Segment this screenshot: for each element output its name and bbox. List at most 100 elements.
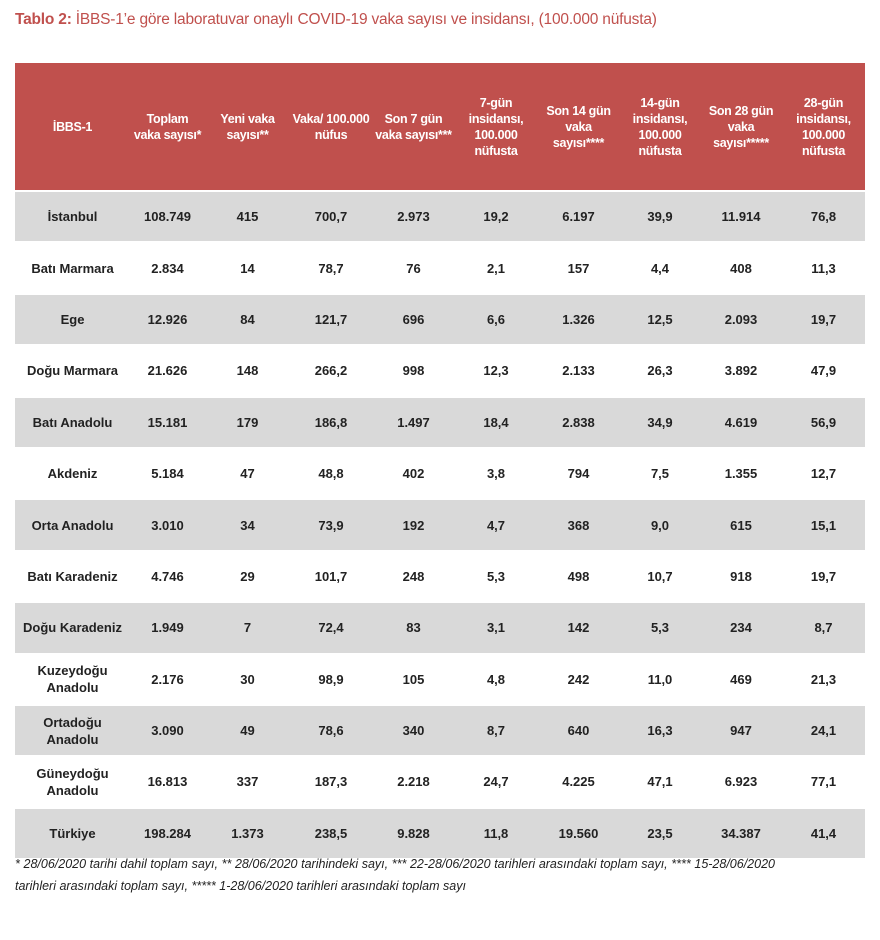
table-row: Batı Karadeniz 4.746 29 101,7 248 5,3 498 10,7 9… (15, 549, 865, 603)
value-cell: 408 (700, 241, 782, 294)
value-cell: 186,8 (290, 395, 372, 448)
value-cell: 24,1 (782, 703, 865, 757)
value-cell: 6.197 (537, 189, 620, 243)
column-header: Son 7 gün vaka sayısı*** (372, 63, 455, 191)
value-cell: 7,5 (620, 446, 700, 500)
value-cell: 76,8 (782, 189, 865, 243)
value-cell: 234 (700, 601, 782, 654)
value-cell: 9.828 (372, 806, 455, 859)
value-cell: 9,0 (620, 498, 700, 551)
table-title: Tablo 2: İBBS-1’e göre laboratuvar onayl… (15, 11, 657, 29)
value-cell: 3.010 (130, 498, 205, 551)
value-cell: 16.813 (130, 755, 205, 808)
value-cell: 2.973 (372, 189, 455, 243)
value-cell: 76 (372, 241, 455, 294)
value-cell: 12,7 (782, 446, 865, 500)
value-cell: 4,4 (620, 241, 700, 294)
value-cell: 11.914 (700, 189, 782, 243)
value-cell: 918 (700, 549, 782, 603)
region-cell: Akdeniz (15, 446, 130, 500)
value-cell: 2.838 (537, 395, 620, 448)
value-cell: 30 (205, 652, 290, 705)
table-row: Batı Anadolu 15.181 179 186,8 1.497 18,4 2.838… (15, 395, 865, 448)
region-cell: Orta Anadolu (15, 498, 130, 551)
value-cell: 368 (537, 498, 620, 551)
value-cell: 47 (205, 446, 290, 500)
column-header: 28-gün insidansı, 100.000 nüfusta (782, 63, 865, 191)
region-cell: Doğu Marmara (15, 344, 130, 397)
value-cell: 1.373 (205, 806, 290, 859)
value-cell: 238,5 (290, 806, 372, 859)
value-cell: 1.949 (130, 601, 205, 654)
value-cell: 47,1 (620, 755, 700, 808)
value-cell: 615 (700, 498, 782, 551)
value-cell: 19,2 (455, 189, 537, 243)
region-cell: Batı Karadeniz (15, 549, 130, 603)
value-cell: 73,9 (290, 498, 372, 551)
column-header: Vaka/ 100.000 nüfus (290, 63, 372, 191)
value-cell: 1.497 (372, 395, 455, 448)
value-cell: 640 (537, 703, 620, 757)
value-cell: 12,5 (620, 292, 700, 346)
value-cell: 2.093 (700, 292, 782, 346)
value-cell: 4,8 (455, 652, 537, 705)
value-cell: 48,8 (290, 446, 372, 500)
value-cell: 72,4 (290, 601, 372, 654)
value-cell: 78,7 (290, 241, 372, 294)
value-cell: 98,9 (290, 652, 372, 705)
value-cell: 77,1 (782, 755, 865, 808)
value-cell: 2.834 (130, 241, 205, 294)
value-cell: 34,9 (620, 395, 700, 448)
value-cell: 4.619 (700, 395, 782, 448)
region-cell: Doğu Karadeniz (15, 601, 130, 654)
value-cell: 101,7 (290, 549, 372, 603)
value-cell: 8,7 (455, 703, 537, 757)
value-cell: 3,1 (455, 601, 537, 654)
table-row: Güneydoğu Anadolu 16.813 337 187,3 2.218 24,7… (15, 755, 865, 808)
value-cell: 2.218 (372, 755, 455, 808)
value-cell: 105 (372, 652, 455, 705)
value-cell: 11,3 (782, 241, 865, 294)
column-header: 7-gün insidansı, 100.000 nüfusta (455, 63, 537, 191)
value-cell: 84 (205, 292, 290, 346)
value-cell: 192 (372, 498, 455, 551)
region-cell: Ortadoğu Anadolu (15, 703, 130, 757)
value-cell: 47,9 (782, 344, 865, 397)
region-cell: Kuzeydoğu Anadolu (15, 652, 130, 705)
table-row: Ege 12.926 84 121,7 696 6,6 1.326 12,5 2.093 19,7 (15, 292, 865, 346)
footnote: * 28/06/2020 tarihi dahil toplam sayı, *… (15, 857, 775, 893)
value-cell: 56,9 (782, 395, 865, 448)
region-cell: Türkiye (15, 806, 130, 859)
value-cell: 5.184 (130, 446, 205, 500)
value-cell: 794 (537, 446, 620, 500)
value-cell: 3,8 (455, 446, 537, 500)
column-header: Son 14 gün vaka sayısı**** (537, 63, 620, 191)
value-cell: 15,1 (782, 498, 865, 551)
region-cell: İstanbul (15, 189, 130, 243)
table-row: Doğu Marmara 21.626 148 266,2 998 12,3 2.133 26… (15, 344, 865, 397)
value-cell: 402 (372, 446, 455, 500)
region-cell: Ege (15, 292, 130, 346)
value-cell: 2.176 (130, 652, 205, 705)
value-cell: 198.284 (130, 806, 205, 859)
value-cell: 19,7 (782, 292, 865, 346)
header-row: İBBS-1 Toplam vaka sayısı* Yeni vaka sayıs… (15, 63, 865, 191)
table-row: Türkiye 198.284 1.373 238,5 9.828 11,8 19.560 2… (15, 806, 865, 859)
value-cell: 78,6 (290, 703, 372, 757)
table-row: Orta Anadolu 3.010 34 73,9 192 4,7 368 9,0 615 15… (15, 498, 865, 551)
value-cell: 12,3 (455, 344, 537, 397)
value-cell: 947 (700, 703, 782, 757)
value-cell: 700,7 (290, 189, 372, 243)
value-cell: 24,7 (455, 755, 537, 808)
value-cell: 337 (205, 755, 290, 808)
value-cell: 41,4 (782, 806, 865, 859)
value-cell: 1.355 (700, 446, 782, 500)
value-cell: 12.926 (130, 292, 205, 346)
value-cell: 248 (372, 549, 455, 603)
value-cell: 26,3 (620, 344, 700, 397)
value-cell: 18,4 (455, 395, 537, 448)
value-cell: 4.225 (537, 755, 620, 808)
value-cell: 157 (537, 241, 620, 294)
value-cell: 16,3 (620, 703, 700, 757)
value-cell: 19,7 (782, 549, 865, 603)
